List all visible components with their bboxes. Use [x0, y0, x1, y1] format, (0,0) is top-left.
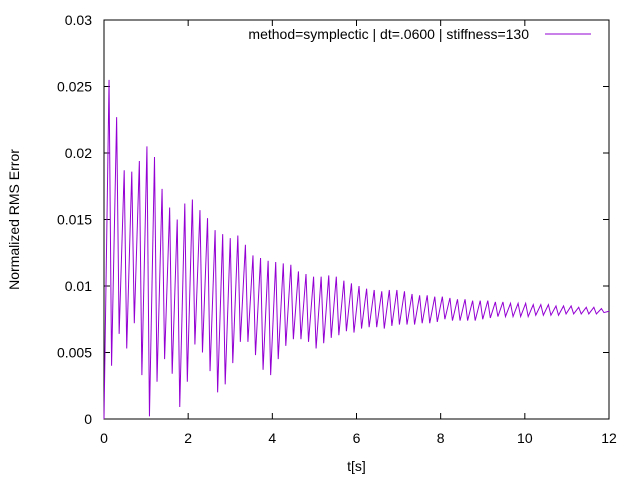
legend-entry-label: method=symplectic | dt=.0600 | stiffness…: [248, 26, 529, 42]
x-tick-label: 0: [100, 430, 108, 446]
y-axis-label: Normalized RMS Error: [6, 149, 22, 290]
series-line-0: [103, 79, 610, 420]
legend: method=symplectic | dt=.0600 | stiffness…: [248, 26, 591, 42]
series-layer: [103, 79, 610, 420]
x-tick-label: 8: [437, 430, 445, 446]
x-tick-label: 12: [601, 430, 617, 446]
x-tick-label: 2: [184, 430, 192, 446]
x-tick-label: 4: [268, 430, 276, 446]
x-axis-ticks: 0 2 4 6 8 10 12: [100, 20, 617, 446]
x-axis-label: t[s]: [347, 458, 366, 474]
y-tick-label: 0.005: [57, 345, 92, 361]
x-tick-label: 10: [517, 430, 533, 446]
y-tick-label: 0.03: [65, 12, 92, 28]
y-tick-label: 0.02: [65, 145, 92, 161]
y-axis-ticks: 0 0.005 0.01 0.015 0.02 0.025 0.03: [57, 12, 609, 427]
y-tick-label: 0.025: [57, 79, 92, 95]
y-tick-label: 0.01: [65, 278, 92, 294]
y-tick-label: 0.015: [57, 212, 92, 228]
y-tick-label: 0: [84, 411, 92, 427]
plot-border: [103, 19, 610, 420]
plot-frame: [103, 19, 610, 420]
x-tick-label: 6: [353, 430, 361, 446]
